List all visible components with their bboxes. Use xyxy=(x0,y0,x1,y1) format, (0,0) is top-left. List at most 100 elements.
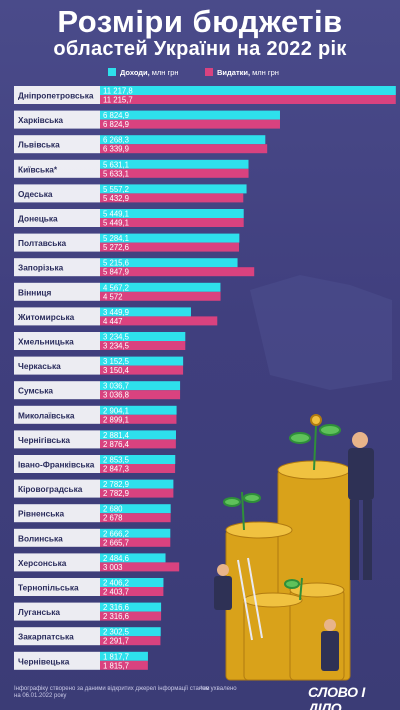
bar-row: Закарпатська 2 302,52 291,7 xyxy=(14,627,161,646)
region-label-bg xyxy=(14,479,100,498)
income-value-label: 5 215,6 xyxy=(103,259,129,268)
expense-bar xyxy=(100,414,177,424)
expense-bar xyxy=(100,242,240,252)
expense-bar xyxy=(100,562,180,572)
region-label-bg xyxy=(14,356,100,375)
income-bar xyxy=(100,307,191,317)
bar-row: Сумська 3 036,73 036,8 xyxy=(14,381,181,400)
region-label: Херсонська xyxy=(18,558,67,568)
income-bar xyxy=(100,110,280,120)
business-people xyxy=(214,432,374,671)
region-label-bg xyxy=(14,602,100,621)
region-label: Закарпатська xyxy=(18,632,74,642)
asterisk-note: *не ухвалено xyxy=(200,686,237,692)
region-label-bg xyxy=(14,381,100,400)
income-bar xyxy=(100,135,266,145)
income-bar xyxy=(100,504,171,514)
region-label: Житомирська xyxy=(17,312,75,322)
region-label-bg xyxy=(14,86,100,104)
income-value-label: 2 782,9 xyxy=(103,480,129,489)
expense-bar xyxy=(100,341,186,350)
income-bar xyxy=(100,430,176,440)
expense-value-label: 2 403,7 xyxy=(103,588,129,597)
bar-row: Одеська 5 557,25 432,9 xyxy=(14,184,247,203)
income-bar xyxy=(100,479,174,489)
expense-value-label: 6 339,9 xyxy=(103,145,129,154)
region-label: Донецька xyxy=(18,214,58,224)
region-label-bg xyxy=(14,282,100,301)
bar-row: Черкаська 3 152,53 150,4 xyxy=(14,356,184,375)
income-value-label: 6 268,3 xyxy=(103,136,129,145)
income-bar xyxy=(100,528,171,538)
region-label-bg xyxy=(14,233,100,252)
income-bar xyxy=(100,282,221,292)
income-value-label: 2 904,1 xyxy=(103,406,129,415)
bar-row: Луганська 2 316,62 316,6 xyxy=(14,602,162,621)
expense-bar xyxy=(100,464,176,473)
income-bar xyxy=(100,209,244,218)
expense-bar xyxy=(100,291,221,301)
bar-row: Вінниця 4 567,24 572 xyxy=(14,282,221,301)
bar-row: Івано-Франківська 2 853,52 847,3 xyxy=(14,455,176,474)
income-value-label: 3 234,5 xyxy=(103,333,130,342)
source-note: Інфографіку створено за даними відкритих… xyxy=(14,686,210,699)
income-bar xyxy=(100,159,249,169)
region-label: Луганська xyxy=(18,607,60,617)
region-label-bg xyxy=(14,135,100,154)
region-label: Вінниця xyxy=(18,287,52,297)
brand-logo: СЛОВО І ДІЛО xyxy=(308,684,365,710)
region-label-bg xyxy=(14,184,100,203)
expense-bar xyxy=(100,660,148,670)
region-label: Дніпропетровська xyxy=(18,91,94,101)
income-bar xyxy=(100,602,162,612)
bar-row: Харківська 6 824,96 824,9 xyxy=(14,110,280,129)
expense-bar xyxy=(100,513,171,523)
expense-value-label: 3 234,5 xyxy=(103,342,130,351)
region-label: Тернопільська xyxy=(18,583,79,593)
income-value-label: 2 406,2 xyxy=(103,579,129,588)
region-label: Полтавська xyxy=(18,238,67,248)
region-label-bg xyxy=(14,332,100,350)
region-label: Чернігівська xyxy=(18,435,70,445)
region-label: Київська* xyxy=(18,164,58,174)
income-bar xyxy=(100,651,148,661)
legend-expense-swatch xyxy=(205,68,213,76)
region-label-bg xyxy=(14,553,100,572)
expense-bar xyxy=(100,119,280,129)
income-value-label: 2 666,2 xyxy=(103,529,129,538)
income-value-label: 2 881,4 xyxy=(103,431,130,440)
expense-bar xyxy=(100,365,184,375)
bar-row: Запорізька 5 215,65 847,9 xyxy=(14,258,255,277)
income-bar xyxy=(100,356,184,366)
expense-value-label: 5 449,1 xyxy=(103,219,129,228)
income-value-label: 3 152,5 xyxy=(103,357,130,366)
expense-bar xyxy=(100,611,162,621)
income-value-label: 4 567,2 xyxy=(103,283,129,292)
region-label-bg xyxy=(14,504,100,523)
bar-rows: Дніпропетровська 11 217,811 215,7 Харківсь… xyxy=(14,86,396,670)
income-value-label: 5 449,1 xyxy=(103,210,129,219)
legend-income-label: Доходи, xyxy=(120,67,150,77)
expense-value-label: 11 215,7 xyxy=(103,96,133,105)
region-label: Львівська xyxy=(18,140,60,150)
income-bar xyxy=(100,381,181,391)
legend-expense: Видатки, млн грн xyxy=(205,66,279,78)
expense-value-label: 3 150,4 xyxy=(103,366,130,375)
expense-bar xyxy=(100,168,249,178)
region-label: Волинська xyxy=(18,533,63,543)
income-bar xyxy=(100,86,396,95)
bar-row: Чернівецька 1 817,71 815,7 xyxy=(14,651,148,670)
region-label: Чернівецька xyxy=(18,656,70,666)
bar-row: Полтавська 5 284,15 272,6 xyxy=(14,233,240,252)
expense-bar xyxy=(100,218,244,227)
income-bar xyxy=(100,332,186,341)
income-value-label: 5 284,1 xyxy=(103,234,129,243)
region-label-bg xyxy=(14,209,100,227)
income-bar xyxy=(100,553,166,563)
bar-row: Тернопільська 2 406,22 403,7 xyxy=(14,578,164,597)
bar-row: Чернігівська 2 881,42 876,4 xyxy=(14,430,176,449)
income-value-label: 2 484,6 xyxy=(103,554,129,563)
bar-row: Дніпропетровська 11 217,811 215,7 xyxy=(14,86,396,105)
legend-income-swatch xyxy=(108,68,116,76)
